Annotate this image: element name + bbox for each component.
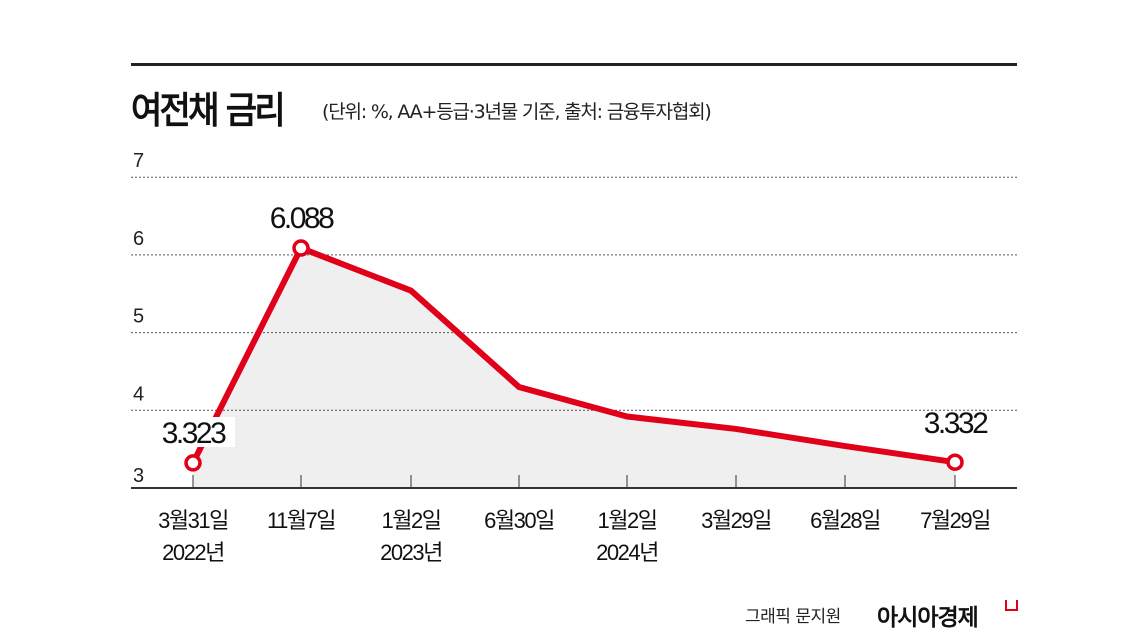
area-fill bbox=[193, 248, 955, 488]
chart-subtitle: (단위: %, AA+등급·3년물 기준, 출처: 금융투자협회) bbox=[322, 101, 712, 123]
x-tick-label: 6월28일 bbox=[810, 508, 880, 533]
y-tick-label: 5 bbox=[133, 306, 144, 328]
data-label: 3.323 bbox=[162, 417, 226, 450]
y-tick-label: 3 bbox=[133, 465, 144, 487]
x-tick-label: 6월30일 bbox=[484, 508, 554, 533]
chart-title: 여전채 금리 bbox=[131, 89, 286, 132]
data-point-marker bbox=[292, 239, 310, 257]
data-label: 3.332 bbox=[924, 407, 988, 440]
graphic-credit: 그래픽 문지원 bbox=[745, 607, 841, 627]
x-tick-label: 3월29일 bbox=[701, 508, 771, 533]
brand-mark-icon bbox=[1005, 600, 1018, 611]
label-backdrop bbox=[153, 417, 235, 447]
x-tick-label: 7월29일 bbox=[920, 508, 990, 533]
brand-logo: 아시아경제 bbox=[877, 605, 979, 631]
y-tick-label: 6 bbox=[133, 228, 144, 250]
data-label: 6.088 bbox=[270, 202, 334, 235]
x-tick-label: 1월2일 bbox=[382, 508, 441, 533]
y-tick-label: 7 bbox=[133, 150, 144, 172]
data-line bbox=[190, 244, 956, 466]
data-point-marker bbox=[184, 454, 202, 472]
data-point-marker bbox=[946, 453, 964, 471]
x-tick-label: 1월2일 bbox=[598, 508, 657, 533]
x-tick-label: 3월31일 bbox=[158, 508, 228, 533]
y-tick-label: 4 bbox=[133, 383, 144, 405]
x-tick-year-label: 2022년 bbox=[162, 540, 224, 565]
x-tick-year-label: 2023년 bbox=[380, 540, 442, 565]
top-rule bbox=[131, 63, 1017, 66]
x-tick-label: 11월7일 bbox=[267, 508, 335, 533]
x-tick-year-label: 2024년 bbox=[596, 540, 658, 565]
